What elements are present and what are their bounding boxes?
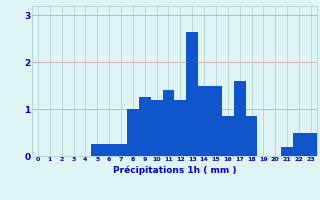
Bar — [139, 97, 151, 156]
Bar — [163, 90, 174, 156]
Bar — [305, 133, 317, 156]
X-axis label: Précipitations 1h ( mm ): Précipitations 1h ( mm ) — [113, 165, 236, 175]
Bar — [127, 109, 139, 156]
Bar — [174, 100, 186, 156]
Bar — [293, 133, 305, 156]
Bar — [151, 100, 163, 156]
Bar — [115, 144, 127, 156]
Bar — [198, 86, 210, 156]
Bar — [234, 81, 246, 156]
Bar — [103, 144, 115, 156]
Bar — [222, 116, 234, 156]
Bar — [210, 86, 222, 156]
Bar — [281, 147, 293, 156]
Bar — [186, 32, 198, 156]
Bar — [91, 144, 103, 156]
Bar — [246, 116, 258, 156]
